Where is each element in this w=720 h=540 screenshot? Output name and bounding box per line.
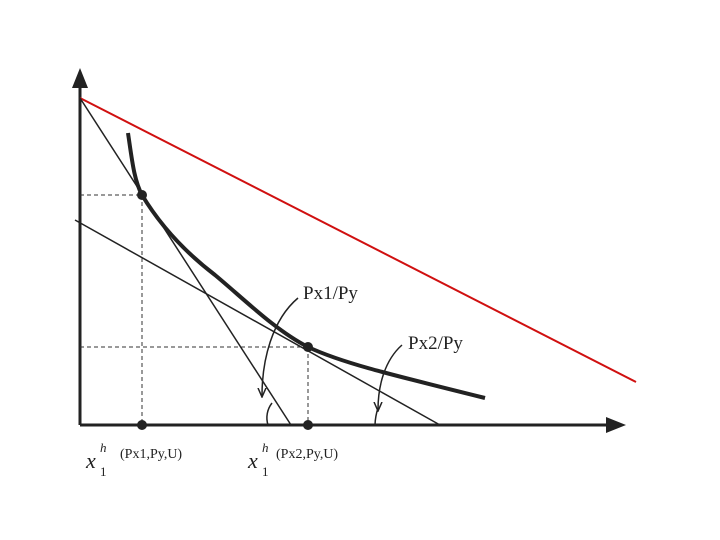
x-label: x h 1 (Px1,Py,U)	[85, 440, 182, 479]
x-label: x h 1 (Px2,Py,U)	[247, 440, 338, 479]
budget-line-shallow	[74, 219, 441, 426]
x-sub: 1	[100, 464, 107, 479]
x-args: (Px1,Py,U)	[120, 447, 182, 462]
x-args: (Px2,Py,U)	[276, 447, 338, 462]
points	[137, 190, 313, 430]
x-symbol: x	[247, 448, 258, 473]
angle-arc	[266, 402, 273, 426]
pointer-arrow	[378, 344, 403, 410]
slope-label: Px1/Py	[303, 283, 358, 304]
tangent-point	[303, 342, 313, 352]
tangent-point	[137, 190, 147, 200]
axis-point	[303, 420, 313, 430]
slope-label: Px2/Py	[408, 333, 463, 354]
angle-arc	[374, 407, 379, 426]
indifference-curve	[126, 132, 486, 400]
axis-point	[137, 420, 147, 430]
guides	[80, 194, 309, 425]
y-axis-arrow	[72, 68, 88, 88]
budget-line-steep	[79, 97, 292, 426]
budget-line-red	[79, 97, 637, 383]
pointer-arrow	[262, 297, 299, 396]
x-sub: 1	[262, 464, 269, 479]
x-sup: h	[262, 440, 269, 455]
x-symbol: x	[85, 448, 96, 473]
x-axis-arrow	[606, 417, 626, 433]
x-sup: h	[100, 440, 107, 455]
axes	[72, 68, 626, 433]
